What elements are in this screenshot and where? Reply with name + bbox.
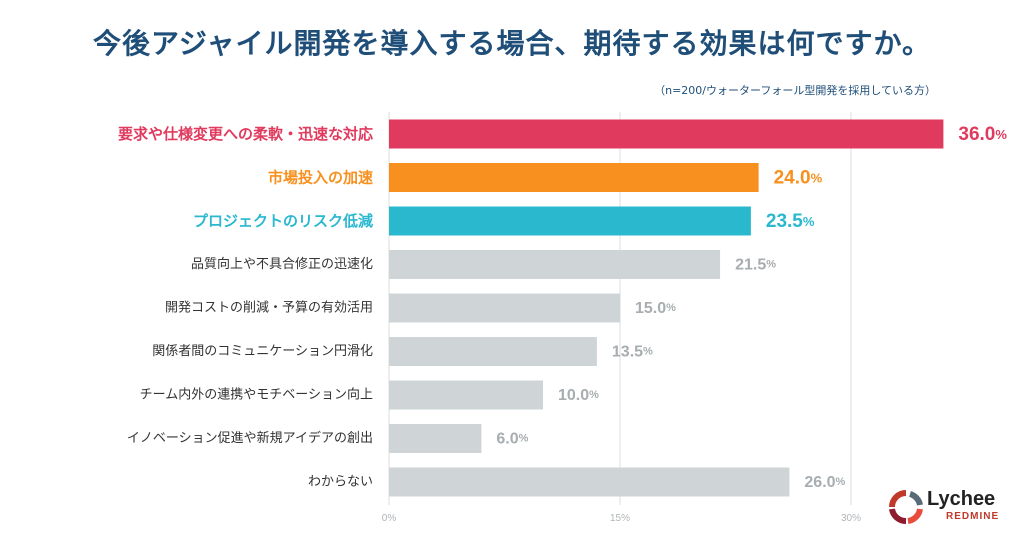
value-label: 10.0% [558,387,599,404]
value-label: 23.5% [766,211,815,232]
bar [389,206,751,236]
x-tick-label: 15% [610,513,630,524]
lychee-redmine-logo: Lychee REDMINE [889,486,1019,530]
category-label: 要求や仕様変更への柔軟・迅速な対応 [118,125,373,143]
category-label: 開発コストの削減・予算の有効活用 [165,300,373,316]
value-label: 24.0% [774,167,823,188]
x-tick-label: 30% [841,513,861,524]
x-tick-label: 0% [382,513,397,524]
bar [389,250,721,279]
logo-name: Lychee [927,488,996,510]
value-label: 15.0% [635,300,676,317]
value-label: 6.0% [496,430,528,447]
bar [389,424,482,453]
lychee-logo-icon [889,490,923,524]
value-label: 26.0% [804,474,845,491]
bar [389,119,944,149]
bar [389,337,597,366]
logo-sub: REDMINE [946,511,1000,522]
category-label: イノベーション促進や新規アイデアの創出 [127,430,373,446]
value-label: 21.5% [735,256,776,273]
chart-title: 今後アジャイル開発を導入する場合、期待する効果は何ですか。 [93,27,931,60]
bar [389,163,759,192]
bar [389,293,620,323]
category-label: プロジェクトのリスク低減 [193,212,373,230]
category-label: わからない [308,475,373,490]
category-label: 市場投入の加速 [268,169,373,187]
value-label: 13.5% [612,343,653,360]
chart-subtitle: （n=200/ウォーターフォール型開発を採用している方） [654,84,936,97]
category-label: チーム内外の連携やモチベーション向上 [140,387,373,403]
category-label: 品質向上や不具合修正の迅速化 [191,256,373,272]
category-label: 関係者間のコミュニケーション円滑化 [152,344,373,359]
value-label: 36.0% [958,124,1007,145]
bar [389,467,790,497]
bar [389,380,543,410]
